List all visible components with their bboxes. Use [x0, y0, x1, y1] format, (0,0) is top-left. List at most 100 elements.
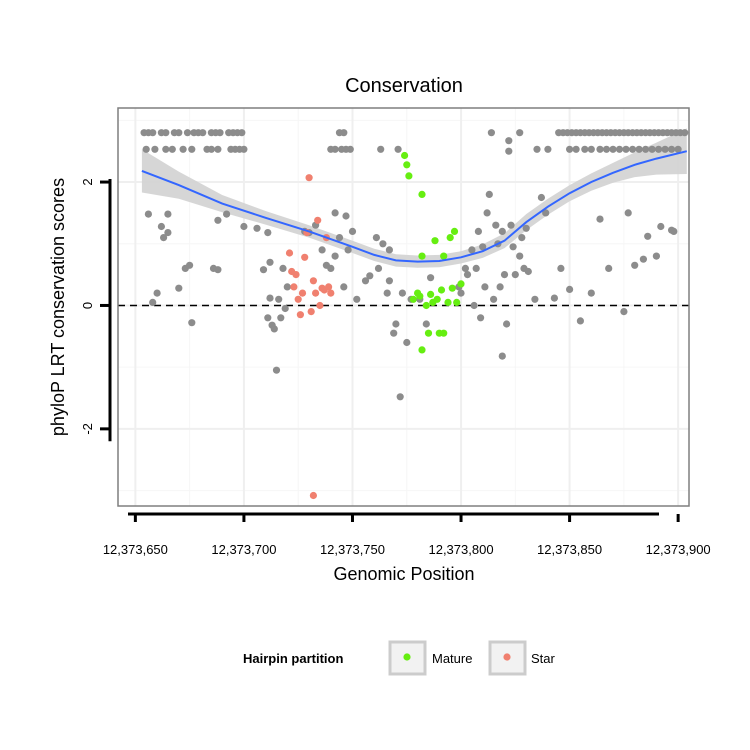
- point-other: [344, 246, 352, 254]
- point-other: [398, 289, 406, 297]
- point-mature: [418, 346, 426, 354]
- point-mature: [431, 237, 439, 245]
- point-mature: [401, 151, 409, 160]
- point-other: [629, 145, 637, 153]
- point-other: [153, 289, 161, 297]
- point-star: [301, 253, 309, 261]
- point-star: [305, 174, 313, 182]
- point-other: [318, 246, 326, 254]
- point-star: [316, 301, 324, 310]
- point-other: [186, 261, 194, 269]
- point-mature: [424, 329, 433, 337]
- point-other: [142, 145, 150, 153]
- y-tick-label: 0: [80, 302, 95, 309]
- point-other: [605, 264, 613, 272]
- point-other: [361, 277, 370, 285]
- point-other: [275, 295, 283, 303]
- point-other: [581, 145, 589, 153]
- point-other: [383, 289, 391, 297]
- point-other: [175, 284, 183, 292]
- point-other: [188, 145, 196, 153]
- point-other: [516, 129, 524, 137]
- point-other: [544, 145, 552, 153]
- point-other: [207, 145, 215, 153]
- point-other: [390, 329, 398, 337]
- point-other: [463, 271, 472, 279]
- point-other: [537, 193, 546, 202]
- point-mature: [418, 190, 426, 198]
- point-other: [461, 264, 469, 272]
- y-axis-label: phyloP LRT conservation scores: [48, 178, 68, 436]
- point-star: [312, 289, 320, 297]
- point-other: [490, 295, 498, 303]
- point-other: [479, 243, 487, 251]
- point-other: [353, 295, 361, 303]
- point-other: [385, 277, 393, 285]
- point-other: [496, 283, 504, 291]
- point-star: [298, 289, 307, 297]
- point-other: [188, 319, 196, 327]
- legend-marker-mature: [403, 653, 411, 661]
- y-axis: -2 0 2: [80, 178, 112, 442]
- point-mature: [418, 252, 426, 260]
- point-other: [422, 320, 430, 328]
- point-other: [216, 129, 224, 137]
- point-other: [631, 261, 639, 269]
- point-other: [340, 129, 348, 137]
- point-other: [259, 266, 268, 274]
- point-star: [290, 283, 298, 291]
- point-mature: [440, 329, 448, 337]
- x-tick-label: 12,373,750: [320, 542, 385, 557]
- point-other: [403, 338, 411, 347]
- point-other: [279, 264, 287, 272]
- point-other: [377, 145, 385, 153]
- point-other: [160, 234, 168, 242]
- point-other: [281, 304, 289, 313]
- point-mature: [433, 295, 441, 303]
- point-other: [392, 320, 400, 328]
- x-axis-label: Genomic Position: [333, 564, 474, 584]
- point-star: [309, 491, 317, 500]
- point-other: [668, 145, 676, 153]
- x-tick-label: 12,373,700: [211, 542, 276, 557]
- y-tick-label: -2: [80, 423, 95, 435]
- legend-key-mature: [388, 640, 427, 676]
- point-star: [309, 277, 317, 285]
- grid: [118, 108, 689, 506]
- point-other: [223, 210, 231, 218]
- point-other: [483, 209, 491, 217]
- point-other: [214, 216, 222, 224]
- point-other: [179, 145, 187, 153]
- point-other: [470, 301, 478, 310]
- point-other: [481, 283, 489, 291]
- point-other: [566, 145, 574, 153]
- point-mature: [440, 252, 448, 260]
- point-other: [609, 145, 617, 153]
- point-other: [622, 145, 630, 153]
- point-other: [642, 145, 650, 153]
- point-other: [518, 234, 526, 242]
- point-other: [183, 129, 192, 137]
- y-tick-label: 2: [80, 178, 95, 185]
- x-tick-label: 12,373,650: [103, 542, 168, 557]
- chart-title: Conservation: [345, 75, 463, 97]
- point-other: [542, 209, 550, 217]
- point-other: [503, 320, 511, 328]
- x-tick-label: 12,373,900: [646, 542, 711, 557]
- point-other: [533, 145, 541, 153]
- point-other: [648, 145, 656, 153]
- point-other: [505, 147, 513, 155]
- point-other: [272, 366, 281, 374]
- legend-marker-star: [503, 653, 511, 661]
- legend: Hairpin partition Mature Star: [243, 640, 556, 676]
- point-other: [149, 298, 157, 306]
- point-other: [474, 227, 482, 235]
- point-other: [485, 190, 493, 198]
- points: [140, 129, 689, 500]
- point-mature: [427, 290, 435, 298]
- point-other: [214, 266, 222, 274]
- point-other: [620, 308, 628, 316]
- point-other: [164, 229, 172, 237]
- point-star: [307, 308, 315, 316]
